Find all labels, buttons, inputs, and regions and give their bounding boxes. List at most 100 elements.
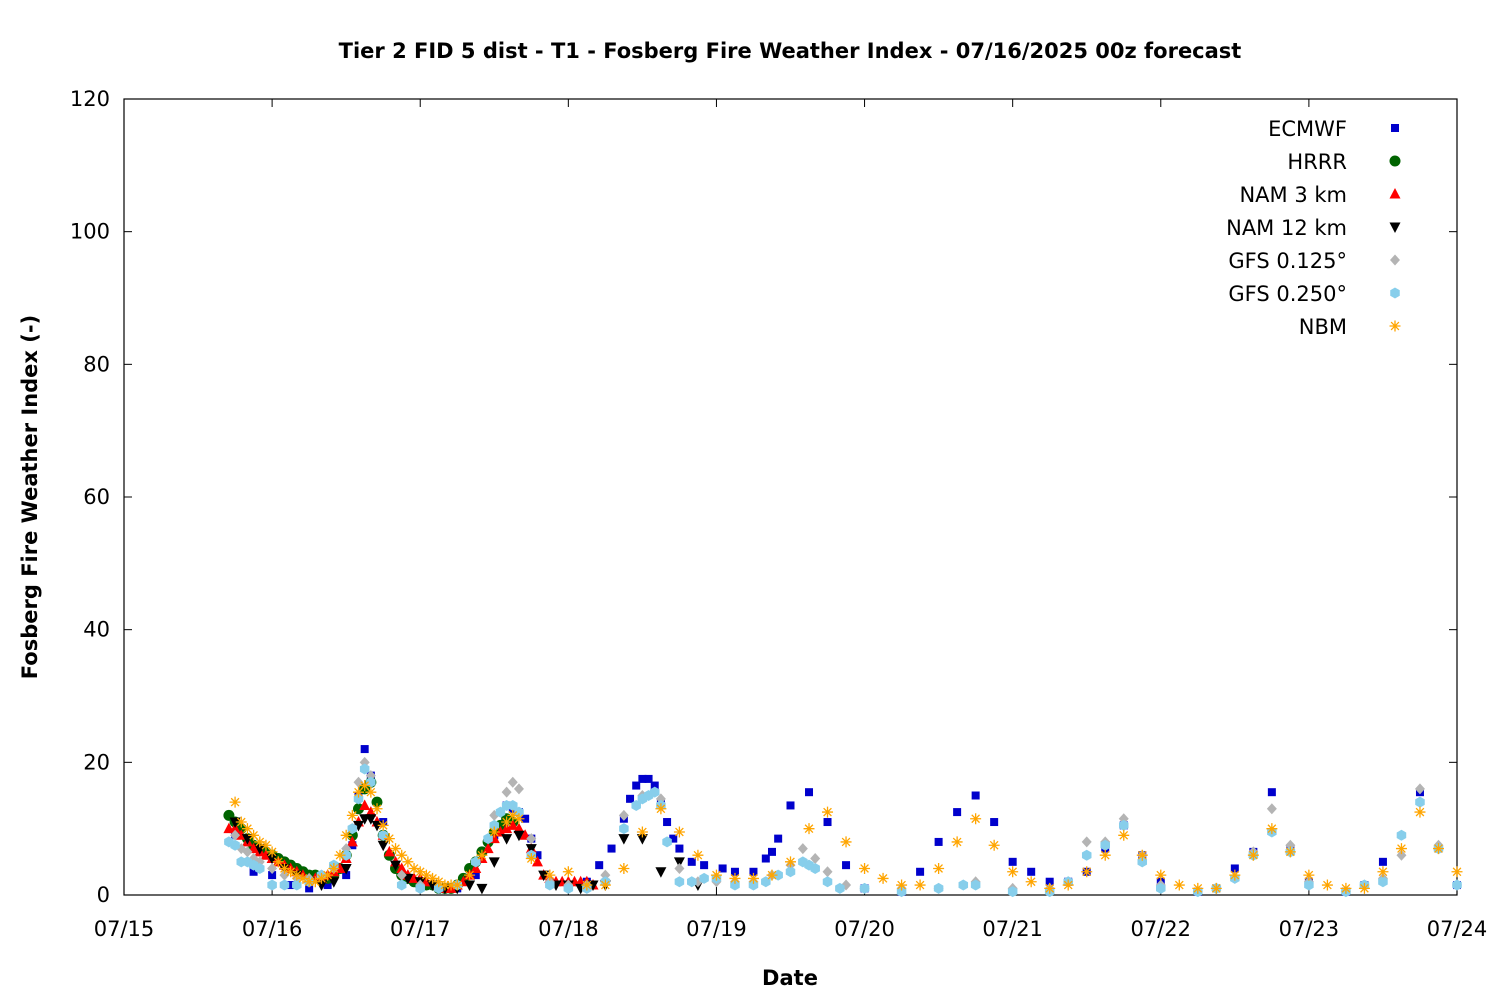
data-point (618, 834, 630, 845)
data-point (464, 869, 476, 881)
data-point (408, 862, 420, 874)
data-point (297, 872, 309, 884)
data-point (595, 861, 604, 870)
data-point (471, 871, 480, 880)
x-tick-label: 07/16 (242, 917, 303, 941)
data-point (896, 879, 908, 891)
data-point (1210, 882, 1222, 894)
data-point (1378, 876, 1388, 888)
data-point (538, 870, 550, 882)
data-point (533, 851, 542, 860)
data-point (747, 872, 759, 884)
data-point (445, 879, 457, 891)
legend-marker-nam-3-km (1389, 188, 1401, 199)
data-point (353, 793, 364, 805)
data-point (315, 872, 327, 884)
data-point (859, 882, 870, 894)
data-point (525, 844, 537, 855)
data-point (748, 879, 759, 891)
data-point (655, 867, 667, 878)
data-point (1027, 867, 1036, 876)
data-point (254, 844, 266, 855)
data-point (990, 818, 999, 827)
data-point (859, 862, 871, 874)
data-point (822, 806, 834, 818)
y-tick-label: 0 (97, 883, 110, 907)
data-point (842, 861, 851, 870)
data-point (328, 877, 340, 888)
data-point (230, 829, 241, 841)
data-point (1377, 866, 1389, 878)
legend-marker-hrrr (1389, 155, 1401, 167)
data-point (1118, 829, 1130, 841)
data-point (649, 786, 660, 798)
data-point (526, 833, 537, 845)
data-point (1321, 879, 1333, 891)
data-point (1007, 866, 1019, 878)
data-point (618, 809, 629, 821)
data-point (488, 826, 500, 838)
data-point (342, 871, 351, 880)
data-point (359, 780, 371, 792)
legend-label-nam-3-km: NAM 3 km (1239, 183, 1347, 207)
data-point (914, 879, 926, 891)
series-nbm (229, 780, 1463, 894)
data-point (970, 879, 981, 891)
legend-marker-gfs-0-125 (1390, 254, 1400, 266)
series-ecmwf (231, 745, 1461, 896)
data-point (1008, 857, 1017, 866)
data-point (631, 799, 641, 811)
data-point (309, 876, 321, 888)
data-point (494, 825, 506, 837)
data-point (488, 857, 500, 868)
data-point (958, 879, 969, 891)
legend-marker-nam-12-km (1389, 222, 1401, 233)
data-point (286, 881, 295, 890)
legend-marker-gfs-0-250 (1390, 287, 1400, 299)
data-point (587, 880, 599, 892)
data-point (268, 871, 277, 880)
x-tick-label: 07/19 (686, 917, 747, 941)
data-point (341, 849, 351, 861)
data-point (545, 879, 555, 891)
data-point (371, 796, 383, 808)
data-point (1284, 846, 1296, 858)
data-point (805, 788, 814, 797)
data-point (730, 867, 739, 876)
data-point (241, 834, 253, 845)
data-point (513, 830, 525, 842)
data-point (266, 846, 278, 858)
data-point (334, 862, 346, 873)
data-point (377, 840, 389, 852)
data-point (632, 781, 641, 790)
data-point (414, 866, 426, 878)
data-point (1267, 788, 1276, 797)
data-point (476, 849, 488, 861)
data-point (291, 869, 303, 881)
legend-marker-ecmwf (1391, 124, 1399, 132)
data-point (507, 809, 519, 821)
data-point (242, 846, 253, 858)
data-point (823, 818, 832, 827)
data-point (501, 822, 513, 834)
data-point (260, 839, 272, 851)
data-point (279, 879, 290, 891)
data-point (513, 813, 525, 825)
axis-tick-labels: 07/15 07/16 07/17 07/18 07/19 07/20 07/21 07/22… (70, 87, 1487, 941)
data-point (988, 839, 1000, 851)
data-point (1414, 783, 1425, 795)
data-point (1303, 869, 1315, 881)
data-point (1156, 882, 1166, 894)
data-point (933, 862, 945, 874)
data-point (970, 813, 982, 825)
data-point (521, 814, 530, 823)
y-tick-label: 100 (70, 220, 110, 244)
data-point (773, 869, 783, 881)
data-point (1247, 849, 1259, 861)
data-point (451, 879, 463, 891)
data-point (1081, 836, 1092, 848)
data-point (371, 803, 383, 815)
data-point (822, 866, 833, 878)
data-point (1007, 886, 1018, 898)
data-point (774, 834, 783, 843)
